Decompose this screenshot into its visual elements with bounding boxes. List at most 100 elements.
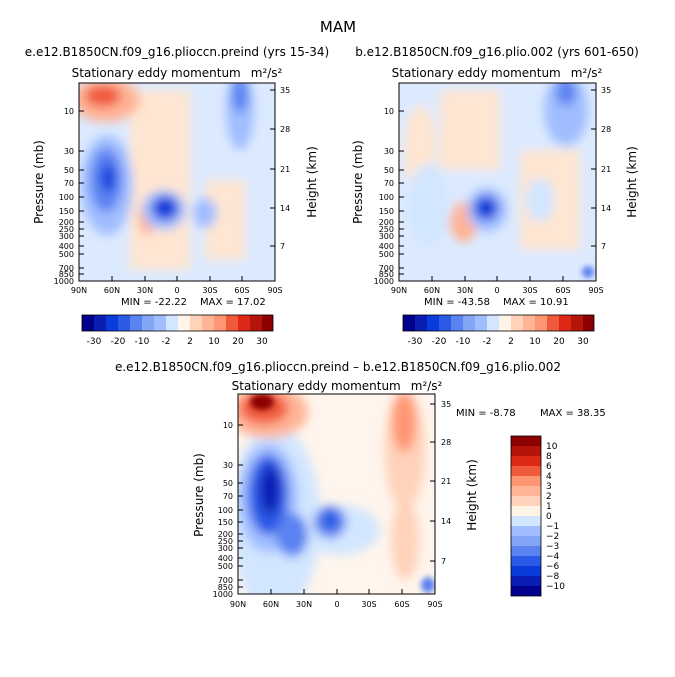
y-right-axis-title: Height (km) xyxy=(625,146,639,217)
tick-label: 14 xyxy=(601,204,611,213)
tick-label: 400 xyxy=(59,242,74,251)
max-label: MAX = 38.35 xyxy=(540,408,606,419)
contour-field xyxy=(399,83,596,281)
tick-label: 500 xyxy=(59,250,74,259)
colorbar-swatch xyxy=(403,315,415,331)
tick-label: 850 xyxy=(59,270,74,279)
colorbar-swatch xyxy=(511,576,541,586)
y-right-axis-title: Height (km) xyxy=(465,459,479,530)
colorbar-swatch xyxy=(427,315,439,331)
tick-label: 100 xyxy=(59,193,74,202)
colorbar-label: 1 xyxy=(546,502,552,512)
contour-region xyxy=(260,466,280,514)
colorbar-swatch xyxy=(142,315,154,331)
tick-label: 60S xyxy=(234,286,249,295)
units-text: m²/s² xyxy=(411,379,443,393)
tick-label: 60N xyxy=(263,600,279,609)
colorbar-swatch xyxy=(202,315,214,331)
tick-label: 500 xyxy=(379,250,394,259)
panel-subtitle: Stationary eddy momentum m²/s² xyxy=(392,66,603,80)
tick-label: 90S xyxy=(427,600,442,609)
colorbar-swatch xyxy=(451,315,463,331)
tick-label: 70 xyxy=(64,179,74,188)
colorbar-swatch xyxy=(154,315,166,331)
contour-region xyxy=(421,577,435,593)
contour-region xyxy=(321,511,339,529)
colorbar-swatch xyxy=(463,315,475,331)
colorbar-label: -30 xyxy=(408,337,423,347)
units-text: m²/s² xyxy=(571,66,603,80)
colorbar-label: 2 xyxy=(546,492,552,502)
tick-label: 35 xyxy=(441,400,451,409)
contour-region xyxy=(85,85,121,107)
colorbar-label: 20 xyxy=(553,337,565,347)
colorbar-swatch xyxy=(583,315,594,331)
y-axis-left: 10 30 50 70 100 150 200 250 300 400 500 … xyxy=(32,107,84,286)
colorbar-swatch xyxy=(511,315,523,331)
y-axis-right: 35 28 21 14 7 Height (km) xyxy=(270,86,319,251)
colorbar-swatch xyxy=(439,315,451,331)
colorbar-swatch xyxy=(511,536,541,546)
colorbar-swatch xyxy=(511,526,541,536)
tick-label: 35 xyxy=(280,86,290,95)
contour-region xyxy=(474,196,498,220)
colorbar: -30 -20 -10 -2 2 10 20 30 xyxy=(402,314,595,347)
tick-label: 700 xyxy=(379,264,394,273)
min-label: MIN = -8.78 xyxy=(456,408,516,419)
colorbar-label: -10 xyxy=(135,337,150,347)
figure-title: MAM xyxy=(320,18,356,36)
tick-label: 90N xyxy=(391,286,407,295)
colorbar-label: 3 xyxy=(546,482,552,492)
colorbar-swatch xyxy=(238,315,250,331)
contour-region xyxy=(392,394,416,452)
y-axis-title: Pressure (mb) xyxy=(351,140,365,224)
contour-region xyxy=(101,164,115,192)
contour-region xyxy=(408,163,448,247)
tick-label: 30 xyxy=(384,147,394,156)
colorbar-swatch xyxy=(511,586,541,596)
colorbar-label: -2 xyxy=(162,337,171,347)
y-axis-right: 35 28 21 14 7 Height (km) xyxy=(591,86,639,251)
colorbar-label: −2 xyxy=(546,532,559,542)
y-axis-right: 35 28 21 14 7 Height (km) xyxy=(430,400,479,566)
tick-label: 10 xyxy=(64,107,74,116)
colorbar-swatch xyxy=(166,315,178,331)
tick-label: 50 xyxy=(64,166,74,175)
panel-title: e.e12.B1850CN.f09_g16.plioccn.preind – b… xyxy=(115,360,561,374)
colorbar-swatch xyxy=(106,315,118,331)
contour-region xyxy=(193,198,217,228)
tick-label: 60S xyxy=(394,600,409,609)
units-text: m²/s² xyxy=(251,66,283,80)
tick-label: 90N xyxy=(71,286,87,295)
tick-label: 300 xyxy=(379,232,394,241)
y-axis-left: 10 30 50 70 100 150 200 250 300 400 500 … xyxy=(351,107,404,286)
colorbar-swatch xyxy=(190,315,202,331)
tick-label: 700 xyxy=(218,576,233,585)
contour-region xyxy=(276,513,308,557)
colorbar-label: 4 xyxy=(546,472,552,482)
tick-label: 21 xyxy=(441,477,451,486)
colorbar-label: 30 xyxy=(256,337,268,347)
panel-plio: b.e12.B1850CN.f09_g16.plio.002 (yrs 601-… xyxy=(351,45,639,347)
panel-title: e.e12.B1850CN.f09_g16.plioccn.preind (yr… xyxy=(25,45,329,59)
colorbar-swatch xyxy=(82,315,94,331)
max-label: MAX = 10.91 xyxy=(503,297,569,308)
colorbar-swatch xyxy=(415,315,427,331)
contour-region xyxy=(556,83,576,106)
tick-label: 100 xyxy=(218,506,233,515)
colorbar-label: 2 xyxy=(508,337,514,347)
colorbar-swatch xyxy=(547,315,559,331)
tick-label: 30N xyxy=(296,600,312,609)
tick-label: 30 xyxy=(64,147,74,156)
colorbar-label: −1 xyxy=(546,522,559,532)
tick-label: 30N xyxy=(457,286,473,295)
tick-label: 28 xyxy=(280,125,290,134)
tick-label: 7 xyxy=(280,242,285,251)
colorbar-swatch xyxy=(511,486,541,496)
colorbar-swatch xyxy=(250,315,262,331)
y-axis-left: 10 30 50 70 100 150 200 250 300 400 500 … xyxy=(192,421,243,599)
colorbar-swatch xyxy=(559,315,571,331)
y-axis-title: Pressure (mb) xyxy=(192,453,206,537)
tick-label: 50 xyxy=(223,479,233,488)
